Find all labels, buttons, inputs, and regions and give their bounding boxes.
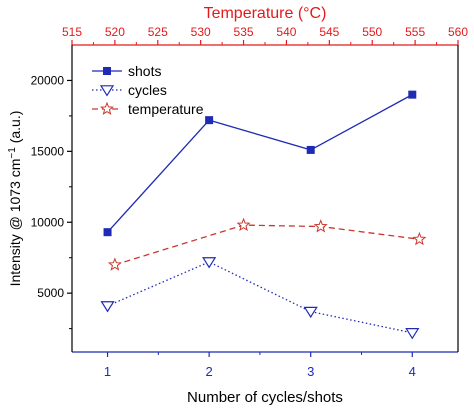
- legend-label-shots: shots: [128, 63, 161, 79]
- top-axis-tick-label: 535: [234, 25, 254, 39]
- legend-label-temperature: temperature: [128, 101, 204, 117]
- top-axis-tick-label: 525: [148, 25, 168, 39]
- top-axis-tick-label: 530: [191, 25, 211, 39]
- series-line-temperature: [114, 224, 420, 266]
- top-axis-tick-label: 545: [319, 25, 339, 39]
- data-point-shots: [205, 116, 214, 125]
- top-axis-tick-label: 540: [276, 25, 296, 39]
- legend-marker-cycles: [99, 85, 115, 97]
- data-point-shots: [408, 90, 417, 99]
- bottom-axis-tick-label: 3: [307, 364, 314, 379]
- series-temperature: [107, 217, 427, 271]
- y-axis-title-superscript: −1: [7, 147, 18, 159]
- series-layer: [100, 90, 427, 340]
- series-line-shots: [107, 94, 413, 233]
- y-axis-tick-label: 20000: [31, 73, 65, 87]
- top-axis-title: Temperature (°C): [204, 5, 327, 22]
- top-axis-tick-label: 515: [62, 25, 82, 39]
- y-axis-title: Intensity @ 1073 cm−1 (a.u.): [7, 111, 23, 287]
- bottom-axis-tick-label: 1: [104, 364, 111, 379]
- data-point-temperature: [107, 257, 122, 271]
- top-axis-tick-label: 555: [405, 25, 425, 39]
- data-point-cycles: [202, 257, 217, 269]
- bottom-axis-tick-label: 2: [206, 364, 213, 379]
- data-point-shots: [103, 228, 112, 237]
- y-axis-title-prefix: Intensity @ 1073 cm: [7, 159, 23, 287]
- y-axis-tick-label: 15000: [31, 144, 65, 158]
- data-point-shots: [306, 145, 315, 154]
- legend: shots cycles temperature: [92, 63, 204, 117]
- data-point-cycles: [100, 301, 115, 313]
- series-shots: [103, 90, 417, 237]
- data-point-temperature: [236, 217, 251, 232]
- series-cycles: [100, 257, 420, 340]
- legend-marker-shots: [103, 67, 111, 75]
- axis-titles: Temperature (°C) Number of cycles/shots …: [7, 5, 343, 406]
- y-axis-tick-label: 5000: [37, 286, 64, 300]
- top-axis: 515 520 525 530 535 540 545 550 555 560: [62, 25, 468, 45]
- legend-marker-temperature: [99, 101, 115, 115]
- data-point-temperature: [313, 219, 328, 233]
- bottom-axis-tick-label: 4: [409, 364, 416, 379]
- top-axis-tick-label: 560: [448, 25, 468, 39]
- y-axis-tick-label: 10000: [31, 215, 65, 229]
- bottom-axis-title: Number of cycles/shots: [187, 389, 343, 406]
- legend-label-cycles: cycles: [128, 82, 167, 98]
- data-point-cycles: [303, 306, 318, 319]
- top-axis-tick-label: 550: [362, 25, 382, 39]
- left-axis: 5000 10000 15000 20000: [31, 73, 72, 330]
- data-point-cycles: [405, 328, 420, 340]
- data-point-temperature: [412, 231, 427, 246]
- y-axis-title-suffix: (a.u.): [7, 111, 23, 148]
- bottom-axis: 1 2 3 4: [104, 352, 416, 379]
- series-line-cycles: [107, 261, 413, 334]
- top-axis-tick-label: 520: [105, 25, 125, 39]
